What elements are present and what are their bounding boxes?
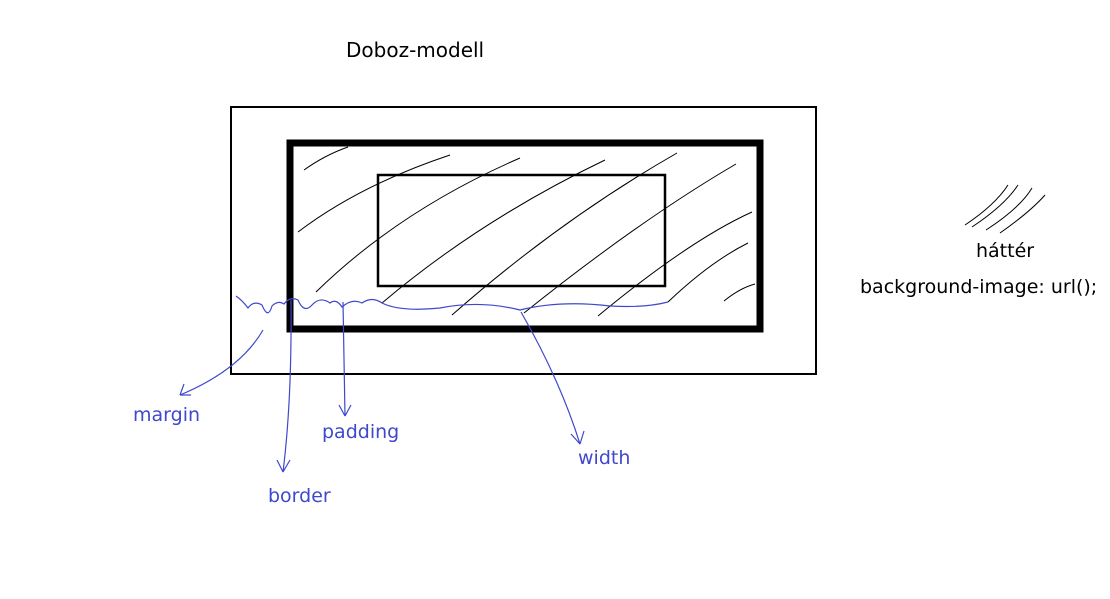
- padding-arrow: [343, 302, 345, 416]
- margin-arrow: [180, 330, 263, 395]
- annotation-wavy-line: [236, 296, 668, 313]
- content-box: [378, 175, 665, 286]
- diagram-title: Doboz-modell: [346, 38, 484, 62]
- padding-label: padding: [322, 421, 399, 443]
- background-label: háttér: [976, 240, 1034, 262]
- margin-label: margin: [133, 404, 200, 426]
- background-css-code: background-image: url();: [860, 276, 1097, 298]
- width-label: width: [578, 447, 630, 469]
- border-box: [290, 143, 760, 329]
- border-label: border: [268, 485, 331, 507]
- background-hatching: [298, 147, 755, 316]
- hatch-sample-icon: [965, 185, 1045, 233]
- margin-box: [231, 107, 816, 374]
